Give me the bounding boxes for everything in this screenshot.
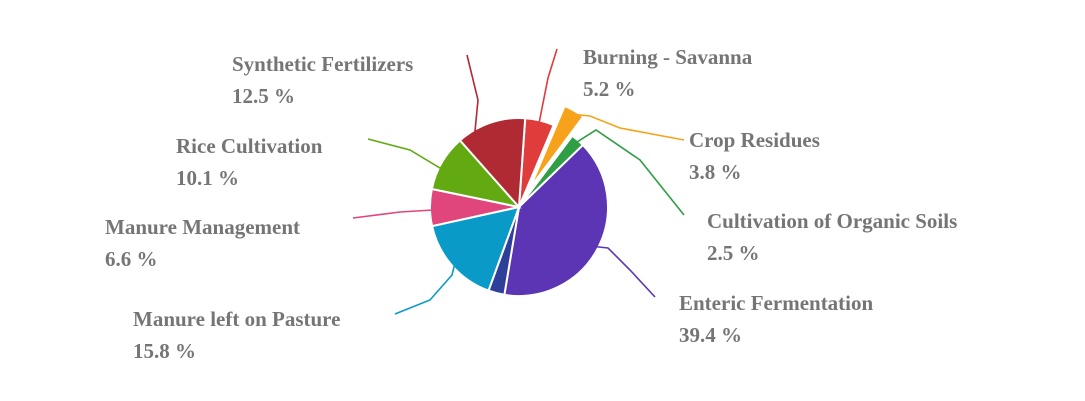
leader-line <box>574 129 685 216</box>
slice-value-label: 3.8 % <box>689 160 742 184</box>
slice-label: Burning - Savanna <box>583 45 753 69</box>
leader-line <box>572 113 685 141</box>
pie-slices <box>429 104 609 297</box>
leader-line <box>538 48 558 125</box>
slice-label: Manure left on Pasture <box>133 307 340 331</box>
leader-lines <box>352 48 685 315</box>
pie-slice-enteric-fermentation <box>503 143 609 297</box>
leader-line <box>594 245 656 298</box>
slice-value-label: 5.2 % <box>583 77 636 101</box>
slice-value-label: 6.6 % <box>105 247 158 271</box>
slice-label: Synthetic Fertilizers <box>232 52 413 76</box>
pie-slice-manure-left-on-pasture <box>430 205 521 292</box>
slice-label: Rice Cultivation <box>176 134 323 158</box>
slice-value-label: 10.1 % <box>176 166 239 190</box>
pie-slice-synthetic-fertilizers <box>458 117 527 210</box>
leader-line <box>352 207 435 219</box>
slice-label: Manure Management <box>105 215 300 239</box>
slice-label: Enteric Fermentation <box>679 291 874 315</box>
leader-line <box>394 262 456 315</box>
leader-line <box>466 54 492 133</box>
slice-value-label: 39.4 % <box>679 323 742 347</box>
slice-labels: Burning - Savanna 5.2 % Crop Residues 3.8 %… <box>105 45 957 363</box>
leader-line <box>367 138 446 169</box>
slice-label: Crop Residues <box>689 128 820 152</box>
slice-value-label: 2.5 % <box>707 241 760 265</box>
pie-slice-crop-residues <box>529 104 585 189</box>
slice-label: Cultivation of Organic Soils <box>707 209 957 233</box>
slice-value-label: 15.8 % <box>133 339 196 363</box>
slice-value-label: 12.5 % <box>232 84 295 108</box>
